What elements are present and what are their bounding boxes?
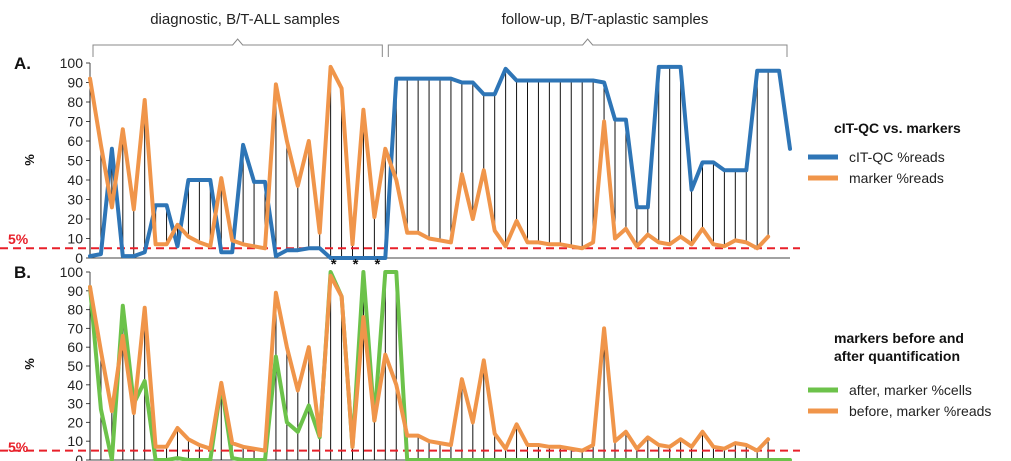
panel-a-y-tick-label: 80	[67, 94, 83, 110]
panel-a-y-tick-label: 60	[67, 133, 83, 149]
panel-b-legend-title-line-1: markers before and	[834, 330, 964, 346]
panel-a-label: A.	[14, 54, 31, 73]
panel-b-asterisk: *	[353, 256, 359, 273]
panel-a-y-tick-label: 70	[67, 114, 83, 130]
panel-a-y-tick-label: 100	[60, 55, 84, 71]
panel-b-y-tick-label: 40	[67, 377, 83, 393]
legend-label-after: after, marker %cells	[849, 382, 972, 398]
legend-label-before: before, marker %reads	[849, 403, 991, 419]
legend-label-cit-qc: cIT-QC %reads	[849, 149, 945, 165]
panel-a-y-tick-label: 10	[67, 231, 83, 247]
group-brackets	[92, 38, 788, 57]
panel-b-y-tick-label: 0	[75, 452, 83, 461]
panel-a-y-tick-label: 40	[67, 172, 83, 188]
panel-b-legend-title-line-2: after quantification	[834, 348, 960, 364]
panel-b: B. % 5% 0 10 20 30 40 50 60 70 80 90 100 * * * marker…	[0, 256, 991, 461]
panel-a-y-tick-label: 50	[67, 153, 83, 169]
panel-b-y-tick-label: 20	[67, 414, 83, 430]
panel-b-asterisk: *	[374, 256, 380, 273]
panel-a-y-tick-label: 20	[67, 211, 83, 227]
panel-b-y-tick-label: 50	[67, 358, 83, 374]
panel-b-asterisk: *	[331, 256, 337, 273]
panel-b-series-2-line	[88, 273, 771, 453]
panel-a-series-1-line	[88, 64, 792, 260]
legend-label-marker-reads: marker %reads	[849, 170, 944, 186]
panel-b-series-1-line	[88, 270, 792, 461]
panel-b-y-tick-label: 100	[60, 264, 84, 280]
panel-b-y-tick-label: 10	[67, 433, 83, 449]
panel-a-threshold-label: 5%	[8, 231, 29, 247]
panel-a-y-tick-label: 30	[67, 192, 83, 208]
panel-a-ylabel: %	[22, 154, 37, 166]
group-bracket-2	[387, 38, 788, 57]
panel-a-y-tick-label: 90	[67, 75, 83, 91]
panel-b-y-tick-label: 80	[67, 302, 83, 318]
panel-b-y-tick-label: 60	[67, 339, 83, 355]
panel-b-threshold-label: 5%	[8, 439, 29, 455]
panel-a-y-tick-label: 0	[75, 250, 83, 266]
panel-b-y-tick-label: 30	[67, 396, 83, 412]
panel-b-y-tick-label: 70	[67, 320, 83, 336]
panel-b-y-tick-label: 90	[67, 283, 83, 299]
panel-b-ylabel: %	[22, 358, 37, 370]
group-label-diagnostic: diagnostic, B/T-ALL samples	[150, 11, 340, 28]
group-label-follow-up: follow-up, B/T-aplastic samples	[502, 11, 709, 28]
panel-a-series-2-line	[88, 64, 771, 251]
panel-a: A. % 5% 0 10 20 30 40 50 60 70 80 90 100 cIT-QC vs…	[0, 54, 961, 266]
panel-b-label: B.	[14, 263, 31, 282]
group-bracket-1	[92, 38, 383, 57]
panel-a-legend-title: cIT-QC vs. markers	[834, 120, 961, 136]
